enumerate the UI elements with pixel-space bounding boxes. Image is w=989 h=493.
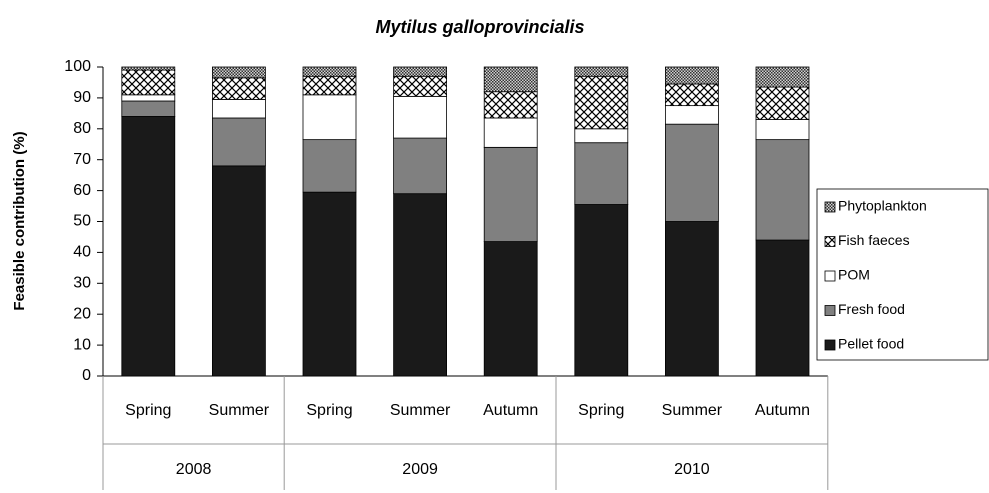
legend-swatch: [824, 236, 836, 247]
y-axis-label: Feasible contribution (%): [11, 131, 28, 310]
bar-segment: [574, 142, 629, 205]
x-tick-label: Autumn: [755, 402, 810, 419]
group-label: 2009: [402, 461, 438, 478]
chart-title: Mytilus galloprovincialis: [375, 17, 584, 37]
bar-segment: [755, 66, 810, 88]
bar-segment: [574, 204, 629, 377]
bar-segment: [393, 66, 448, 77]
bar-segment: [483, 91, 538, 119]
y-tick-label: 100: [64, 58, 91, 75]
bar-segment: [121, 100, 176, 117]
bar-segment: [211, 66, 266, 79]
y-tick-label: 40: [73, 244, 91, 261]
legend-swatch: [824, 305, 836, 316]
y-tick-label: 90: [73, 89, 91, 106]
x-tick-label: Summer: [390, 402, 451, 419]
x-tick-label: Summer: [209, 402, 270, 419]
bar-segment: [665, 66, 719, 85]
y-tick-label: 10: [73, 336, 91, 353]
bar-segment: [574, 66, 629, 77]
x-tick-label: Spring: [578, 402, 624, 419]
legend-box: [816, 188, 989, 361]
bar-segment: [665, 221, 719, 377]
legend-label: Fresh food: [838, 301, 905, 317]
y-tick-label: 50: [73, 213, 91, 230]
legend-swatch: [824, 339, 836, 351]
x-tick-label: Spring: [306, 402, 352, 419]
bar-segment: [393, 95, 448, 139]
bar-segment: [483, 66, 538, 93]
bar-segment: [755, 239, 810, 377]
bar-segment: [211, 99, 266, 119]
bar-segment: [665, 105, 719, 125]
x-tick-label: Spring: [125, 402, 171, 419]
legend-label: POM: [838, 267, 870, 283]
bar-segment: [211, 77, 266, 100]
x-tick-label: Summer: [662, 402, 723, 419]
bar-segment: [393, 75, 448, 97]
y-tick-label: 80: [73, 120, 91, 137]
bar-segment: [211, 165, 266, 377]
bar-segment: [393, 193, 448, 377]
bar-segment: [665, 83, 719, 107]
legend-label: Phytoplankton: [838, 198, 927, 214]
bar-segment: [121, 116, 176, 377]
legend-swatch: [824, 270, 836, 282]
legend-label: Fish faeces: [838, 232, 910, 248]
y-tick-label: 70: [73, 151, 91, 168]
bar-segment: [755, 139, 810, 241]
bar-segment: [302, 191, 357, 377]
bar-segment: [302, 139, 357, 193]
bar-segment: [755, 86, 810, 120]
bar-segment: [121, 94, 176, 102]
y-tick-label: 30: [73, 275, 91, 292]
bar-segment: [302, 75, 357, 96]
legend-swatch: [824, 201, 836, 213]
bar-segment: [483, 146, 538, 242]
legend-label: Pellet food: [838, 336, 904, 352]
y-tick-label: 0: [82, 367, 91, 384]
group-label: 2010: [674, 461, 710, 478]
bar-segment: [665, 123, 719, 222]
bar-segment: [302, 94, 357, 141]
y-tick-label: 60: [73, 182, 91, 199]
bar-segment: [483, 117, 538, 148]
bar-segment: [211, 117, 266, 167]
bar-segment: [393, 137, 448, 195]
bar-segment: [755, 119, 810, 141]
bar-segment: [302, 66, 357, 77]
group-label: 2008: [176, 461, 212, 478]
y-tick-label: 20: [73, 305, 91, 322]
bar-segment: [121, 69, 176, 96]
bar-segment: [574, 75, 629, 130]
x-tick-label: Autumn: [483, 402, 538, 419]
bar-segment: [121, 66, 176, 71]
bar-segment: [574, 128, 629, 144]
bar-segment: [483, 241, 538, 377]
